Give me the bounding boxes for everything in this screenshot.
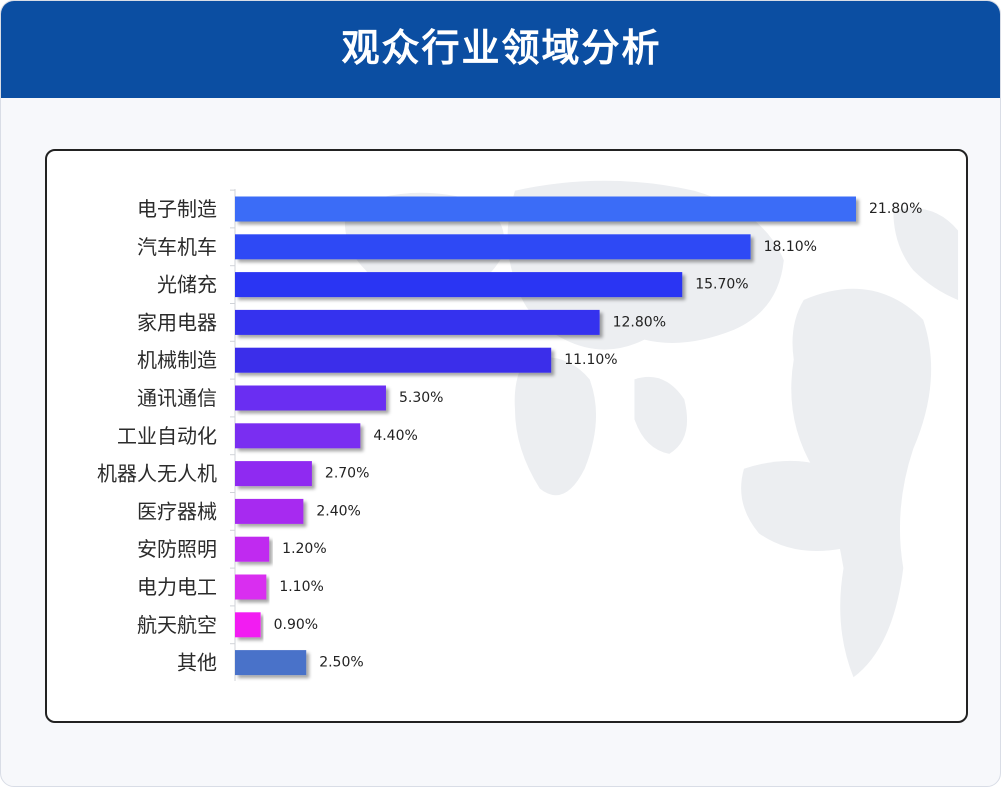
chart-card: 电子制造 21.80% 汽车机车 18.10% 光储充 15.70% 家用电器 12.80% 机… <box>45 149 968 723</box>
category-label: 电力电工 <box>137 575 217 599</box>
value-label: 21.80% <box>869 201 922 217</box>
value-label: 15.70% <box>695 277 748 293</box>
bar <box>235 196 856 222</box>
category-label: 电子制造 <box>137 197 217 221</box>
value-label: 4.40% <box>373 428 417 444</box>
value-label: 2.40% <box>316 503 360 519</box>
bar <box>235 536 270 562</box>
category-label: 工业自动化 <box>117 424 217 448</box>
bar <box>235 385 386 411</box>
bar <box>235 461 312 487</box>
value-label: 2.50% <box>319 655 363 671</box>
category-label: 安防照明 <box>137 537 217 561</box>
category-label: 汽车机车 <box>137 235 217 259</box>
bar <box>235 309 600 335</box>
value-label: 11.10% <box>564 352 617 368</box>
value-label: 18.10% <box>764 239 817 255</box>
value-label: 1.10% <box>279 579 323 595</box>
category-label: 光储充 <box>157 273 217 297</box>
category-label: 通讯通信 <box>137 386 217 410</box>
bar <box>235 574 267 600</box>
category-label: 机械制造 <box>137 348 217 372</box>
category-label: 家用电器 <box>137 310 217 334</box>
category-label: 航天航空 <box>137 613 217 637</box>
value-label: 5.30% <box>399 390 443 406</box>
page-title: 观众行业领域分析 <box>341 26 662 70</box>
bar <box>235 498 304 524</box>
value-label: 12.80% <box>613 314 666 330</box>
bar-chart: 电子制造 21.80% 汽车机车 18.10% 光储充 15.70% 家用电器 12.80% 机… <box>97 189 922 681</box>
bar <box>235 612 261 638</box>
value-label: 2.70% <box>325 466 369 482</box>
bar <box>235 234 751 260</box>
category-label: 医疗器械 <box>137 499 217 523</box>
value-label: 0.90% <box>274 617 318 633</box>
value-label: 1.20% <box>282 541 326 557</box>
world-map-background <box>344 180 959 678</box>
bar <box>235 347 552 373</box>
category-label: 机器人无人机 <box>97 462 217 486</box>
bar <box>235 650 307 676</box>
category-label: 其他 <box>177 651 217 675</box>
header-banner: 观众行业领域分析 <box>1 1 1000 98</box>
bar <box>235 423 361 449</box>
bar <box>235 272 683 298</box>
